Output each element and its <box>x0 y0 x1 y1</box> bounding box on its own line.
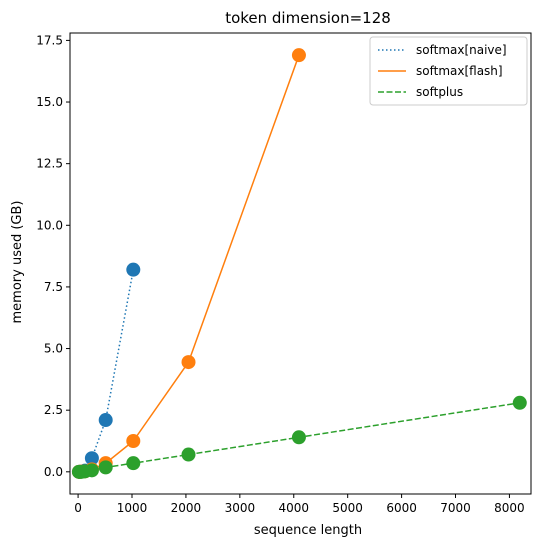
data-point-softmax[flash] <box>181 355 196 370</box>
series-line-softmax[naive] <box>78 269 135 473</box>
series-line-softmax[flash] <box>78 54 300 473</box>
x-tick-label: 8000 <box>494 501 525 515</box>
data-point-softmax[naive] <box>98 413 113 428</box>
plot-frame <box>69 32 532 495</box>
y-tick-label: 12.5 <box>36 157 63 171</box>
data-point-softmax[flash] <box>291 48 306 63</box>
data-point-softmax[naive] <box>84 451 99 466</box>
x-axis-label: sequence length <box>254 523 362 538</box>
y-tick-label: 10.0 <box>36 218 63 232</box>
legend-label: softmax[naive] <box>416 43 507 57</box>
legend: softmax[naive] softmax[flash] softplus <box>369 36 528 106</box>
y-tick-label: 7.5 <box>44 280 63 294</box>
data-point-softplus <box>84 463 99 478</box>
data-point-softplus <box>512 395 527 410</box>
x-tick-label: 3000 <box>225 501 256 515</box>
data-point-softplus <box>98 460 113 475</box>
y-tick-label: 17.5 <box>36 33 63 47</box>
data-point-softmax[naive] <box>126 262 141 277</box>
data-point-softplus <box>181 447 196 462</box>
plot-area: 0 1000 2000 3000 4000 5000 6000 7000 8000 0.0 2.5 5… <box>36 32 532 515</box>
y-tick-label: 0.0 <box>44 465 63 479</box>
data-point-softplus <box>126 456 141 471</box>
y-tick-label: 15.0 <box>36 95 63 109</box>
y-tick-label: 5.0 <box>44 342 63 356</box>
legend-label: softmax[flash] <box>416 64 503 78</box>
data-point-softmax[flash] <box>126 433 141 448</box>
legend-label: softplus <box>416 85 463 99</box>
x-tick-label: 5000 <box>332 501 363 515</box>
x-tick-label: 6000 <box>386 501 417 515</box>
y-axis-label: memory used (GB) <box>10 201 25 324</box>
x-tick-label: 2000 <box>171 501 202 515</box>
x-tick-label: 7000 <box>440 501 471 515</box>
x-tick-label: 1000 <box>117 501 148 515</box>
chart-title: token dimension=128 <box>225 9 391 27</box>
x-tick-label: 4000 <box>278 501 309 515</box>
data-point-softplus <box>291 430 306 445</box>
x-tick-label: 0 <box>74 501 82 515</box>
legend-box <box>369 36 528 106</box>
y-tick-label: 2.5 <box>44 403 63 417</box>
